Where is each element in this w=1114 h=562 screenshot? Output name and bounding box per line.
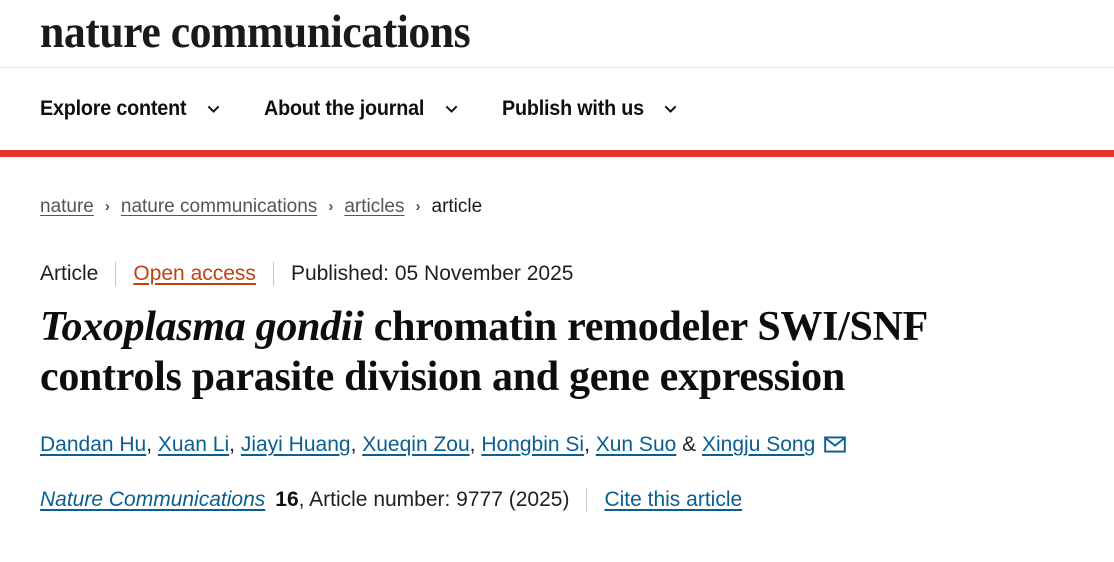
nav-item-explore-content[interactable]: Explore content — [40, 97, 220, 121]
author-link[interactable]: Hongbin Si — [481, 433, 585, 457]
meta-divider — [115, 262, 117, 286]
author-link[interactable]: Xueqin Zou — [362, 433, 470, 457]
species-name: Toxoplasma gondii — [40, 304, 364, 350]
author-link[interactable]: Xingju Song — [702, 433, 816, 457]
journal-logo[interactable]: nature communications — [40, 6, 471, 58]
open-access-link[interactable]: Open access — [133, 262, 256, 285]
author-link[interactable]: Xuan Li — [157, 433, 230, 457]
breadcrumb: nature › nature communications › article… — [40, 196, 1074, 218]
author-link[interactable]: Dandan Hu — [40, 433, 147, 457]
nav-item-about-the-journal[interactable]: About the journal — [264, 97, 458, 121]
chevron-down-icon — [207, 103, 220, 116]
nav-item-label: About the journal — [263, 97, 424, 120]
chevron-down-icon — [664, 103, 677, 116]
volume-number: 16 — [275, 487, 299, 511]
breadcrumb-separator-icon: › — [328, 198, 334, 215]
cite-this-article-link[interactable]: Cite this article — [604, 487, 743, 511]
article-type-label: Article — [40, 262, 99, 285]
article-content: nature › nature communications › article… — [0, 196, 1114, 512]
breadcrumb-separator-icon: › — [415, 198, 421, 215]
author-link[interactable]: Xun Suo — [595, 433, 677, 457]
envelope-icon[interactable] — [824, 436, 847, 453]
published-date: Published: 05 November 2025 — [290, 262, 574, 285]
journal-link[interactable]: Nature Communications — [40, 487, 266, 511]
citation-divider — [586, 487, 588, 512]
title-remainder: chromatin remodeler SWI/SNF controls par… — [40, 304, 927, 400]
breadcrumb-item-articles[interactable]: articles — [344, 196, 405, 217]
citation-line: Nature Communications 16 , Article numbe… — [40, 487, 1074, 512]
chevron-down-icon — [445, 103, 458, 116]
author-link[interactable]: Jiayi Huang — [240, 433, 351, 457]
meta-divider — [272, 262, 274, 286]
breadcrumb-item-nature[interactable]: nature — [40, 196, 94, 217]
article-number: , Article number: 9777 (2025) — [298, 487, 570, 511]
primary-navigation: Explore content About the journal Publis… — [0, 68, 1114, 150]
brand-accent-bar — [0, 150, 1114, 157]
author-separator: , — [584, 433, 596, 457]
nav-item-label: Explore content — [40, 97, 187, 120]
breadcrumb-separator-icon: › — [104, 198, 110, 215]
nav-item-label: Publish with us — [502, 97, 645, 120]
author-separator: , — [469, 433, 482, 457]
breadcrumb-item-nature-communications[interactable]: nature communications — [120, 196, 318, 217]
author-separator: , — [350, 433, 363, 457]
site-masthead: nature communications — [0, 0, 1114, 68]
page-title: Toxoplasma gondii chromatin remodeler SW… — [40, 303, 1074, 402]
author-separator: , — [146, 433, 158, 457]
article-meta: Article Open access Published: 05 Novemb… — [40, 262, 1074, 286]
author-separator: , — [229, 433, 241, 457]
author-list: Dandan Hu, Xuan Li, Jiayi Huang, Xueqin … — [40, 430, 1074, 459]
author-last-separator: & — [676, 433, 702, 457]
nav-item-publish-with-us[interactable]: Publish with us — [502, 97, 677, 121]
breadcrumb-item-article: article — [431, 196, 483, 217]
